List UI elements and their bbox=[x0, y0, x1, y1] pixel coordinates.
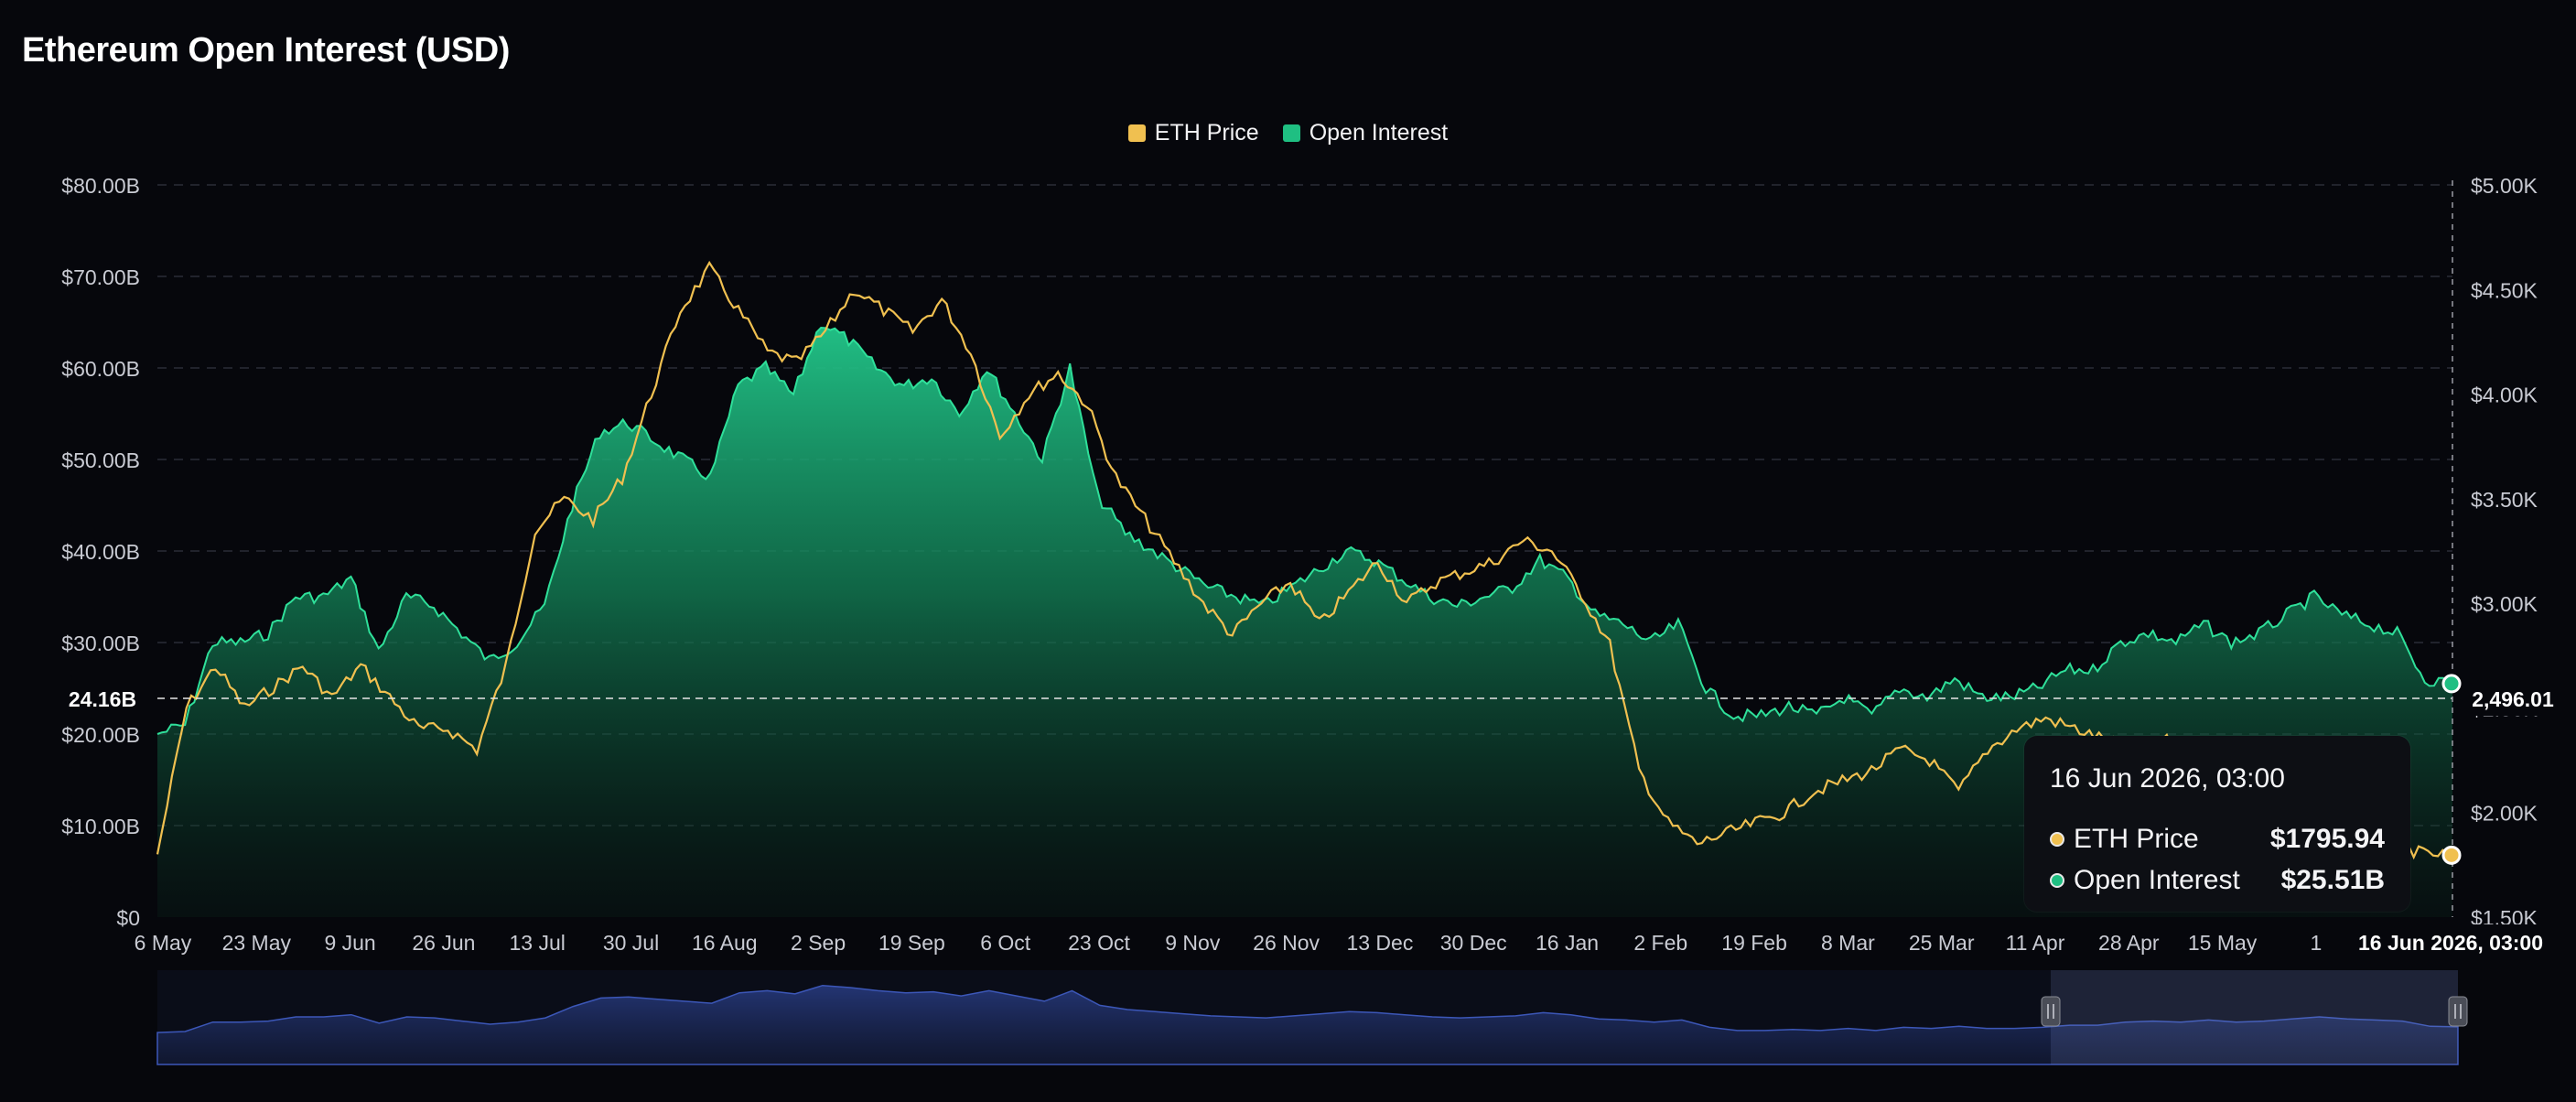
crosshair-left-label: 24.16B bbox=[69, 687, 136, 711]
eth-price-marker-icon bbox=[2441, 845, 2462, 865]
x-tick-label: 6 Oct bbox=[980, 931, 1031, 955]
x-tick-label: 19 Sep bbox=[878, 931, 945, 955]
x-tick-label: 11 Apr bbox=[2006, 931, 2065, 955]
x-tick-label: 23 Oct bbox=[1068, 931, 1130, 955]
eth-price-line bbox=[156, 260, 2453, 860]
open-interest-dot-icon bbox=[2050, 872, 2064, 888]
tooltip-value: $25.51B bbox=[2280, 864, 2385, 895]
y-left-tick-label: $30.00B bbox=[61, 632, 140, 655]
x-tick-label: 23 May bbox=[222, 931, 292, 955]
crosshair-left-label-bg bbox=[57, 681, 157, 716]
legend-label-open-interest: Open Interest bbox=[1309, 120, 1449, 146]
navigator-series bbox=[156, 984, 2459, 1065]
y-right-tick-label: $2.00K bbox=[2471, 802, 2538, 826]
x-tick-label: 26 Jun bbox=[412, 931, 475, 955]
x-tick-label: 2 Feb bbox=[1633, 931, 1687, 955]
y-left-tick-label: $10.00B bbox=[61, 815, 140, 838]
tooltip-value: $1795.94 bbox=[2269, 823, 2385, 854]
x-tick-label: 16 Aug bbox=[692, 931, 758, 955]
x-tick-label: 30 Dec bbox=[1440, 931, 1507, 955]
navigator-handle-right[interactable] bbox=[2448, 996, 2468, 1027]
legend-item-open-interest[interactable]: Open Interest bbox=[1282, 120, 1449, 146]
navigator-selection bbox=[2051, 970, 2458, 1064]
y-right-tick-label: $3.00K bbox=[2471, 592, 2538, 616]
crosshair-layer: 24.16B 2,496.01 16 Jun 2026, 03:00 bbox=[57, 180, 2564, 961]
legend: ETH Price Open Interest bbox=[0, 120, 2576, 146]
axis-layer: $0 $10.00B $20.00B $30.00B $40.00B $50.00B $60… bbox=[61, 174, 2538, 955]
tooltip-label: ETH Price bbox=[2074, 823, 2199, 854]
y-right-tick-label: $4.50K bbox=[2471, 278, 2538, 302]
y-left-tick-label: $50.00B bbox=[61, 448, 140, 472]
legend-label-eth-price: ETH Price bbox=[1154, 120, 1259, 146]
tooltip-row-open-interest: Open Interest $25.51B bbox=[2050, 859, 2385, 901]
crosshair-x-label-bg bbox=[2350, 924, 2551, 961]
navigator-handle-left[interactable] bbox=[2041, 996, 2061, 1027]
x-tick-label: 9 Jun bbox=[324, 931, 375, 955]
crosshair-right-label-bg bbox=[2462, 681, 2564, 716]
x-tick-label: 13 Dec bbox=[1346, 931, 1413, 955]
open-interest-marker-icon bbox=[2441, 674, 2462, 694]
eth-price-layer bbox=[156, 260, 2453, 860]
open-interest-layer bbox=[156, 326, 2453, 917]
y-left-tick-label: $20.00B bbox=[61, 723, 140, 747]
y-left-tick-label: $80.00B bbox=[61, 174, 140, 198]
x-tick-label: 28 Apr bbox=[2098, 931, 2160, 955]
chart-title: Ethereum Open Interest (USD) bbox=[22, 31, 510, 70]
x-tick-label: 9 Nov bbox=[1165, 931, 1221, 955]
y-left-tick-label: $40.00B bbox=[61, 540, 140, 564]
tooltip-row-eth-price: ETH Price $1795.94 bbox=[2050, 818, 2385, 859]
eth-price-dot-icon bbox=[2050, 831, 2064, 847]
x-tick-label: 2 Sep bbox=[791, 931, 846, 955]
tooltip-label: Open Interest bbox=[2074, 864, 2240, 895]
crosshair-right-label: 2,496.01 bbox=[2472, 687, 2554, 711]
y-left-tick-label: $60.00B bbox=[61, 357, 140, 381]
x-tick-label: 13 Jul bbox=[510, 931, 566, 955]
open-interest-area bbox=[157, 328, 2452, 917]
x-tick-label: 30 Jul bbox=[603, 931, 659, 955]
y-left-tick-label: $70.00B bbox=[61, 265, 140, 289]
tooltip: 16 Jun 2026, 03:00 ETH Price $1795.94 Op… bbox=[2024, 736, 2410, 912]
x-tick-label: 26 Nov bbox=[1253, 931, 1320, 955]
y-right-tick-label: $5.00K bbox=[2471, 174, 2538, 198]
x-tick-label: 1 bbox=[2311, 931, 2323, 955]
eth-price-swatch-icon bbox=[1127, 124, 1146, 142]
y-right-tick-label: $4.00K bbox=[2471, 384, 2538, 407]
x-tick-label: 8 Mar bbox=[1821, 931, 1875, 955]
y-right-tick-label: $3.50K bbox=[2471, 488, 2538, 512]
x-tick-label: 6 May bbox=[135, 931, 192, 955]
open-interest-line bbox=[156, 326, 2453, 735]
y-left-tick-label: $0 bbox=[116, 906, 140, 930]
navigator[interactable] bbox=[156, 970, 2468, 1065]
open-interest-swatch-icon bbox=[1282, 124, 1300, 142]
x-tick-label: 15 May bbox=[2188, 931, 2258, 955]
x-tick-label: 19 Feb bbox=[1721, 931, 1787, 955]
legend-item-eth-price[interactable]: ETH Price bbox=[1127, 120, 1259, 146]
x-tick-label: 16 Jan bbox=[1536, 931, 1599, 955]
crosshair-x-label: 16 Jun 2026, 03:00 bbox=[2358, 931, 2543, 955]
x-tick-label: 25 Mar bbox=[1909, 931, 1975, 955]
tooltip-date: 16 Jun 2026, 03:00 bbox=[2050, 763, 2285, 794]
